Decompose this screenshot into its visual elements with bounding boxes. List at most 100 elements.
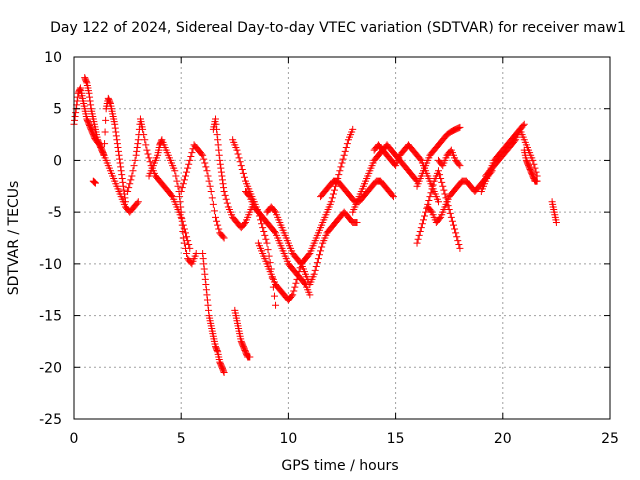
data-point [126,180,134,188]
data-point [552,218,560,226]
series-arc-2 [81,74,129,206]
data-point [389,193,397,201]
data-point [212,115,220,123]
data-point [223,199,231,207]
data-point [199,151,207,159]
data-point [201,159,209,167]
data-point [85,89,93,97]
data-point [207,187,215,195]
data-point [113,136,121,144]
data-point [446,209,454,217]
data-point [318,243,326,251]
data-point [203,167,211,175]
data-point [117,167,125,175]
data-point [427,189,435,197]
data-point [181,172,189,180]
data-point [438,178,446,186]
data-point [456,123,464,131]
series-arc-4 [124,115,194,252]
data-point [270,228,278,236]
data-point [520,120,528,128]
data-point [329,190,337,198]
data-point [306,291,314,299]
data-point [202,286,210,294]
data-point [335,171,343,179]
data-point [106,98,114,106]
data-point [177,203,185,211]
data-point [121,198,129,206]
data-point [91,179,99,187]
data-point [199,255,207,263]
data-point [421,212,429,220]
data-point [337,163,345,171]
series-arc-20 [413,167,464,252]
data-point [533,177,541,185]
data-point [436,171,444,179]
data-point [185,240,193,248]
data-point [204,301,212,309]
data-point [181,244,189,252]
data-point [177,187,185,195]
data-point [259,224,267,232]
data-point [216,160,224,168]
data-point [327,198,335,206]
data-point [87,101,95,109]
data-point [86,97,94,105]
data-point [220,184,228,192]
data-point [82,78,90,86]
data-point [203,296,211,304]
data-point [139,125,147,133]
data-point [263,239,271,247]
data-point [530,160,538,168]
data-point [291,283,299,291]
data-point [448,217,456,225]
data-point [73,97,81,105]
series-arc-12 [254,239,305,304]
data-point [119,178,127,186]
data-point [258,220,266,228]
y-tick-label: -5 [48,205,62,221]
data-point [178,215,186,223]
data-point [111,120,119,128]
data-point [74,93,82,101]
data-point [314,255,322,263]
data-point [234,150,242,158]
data-point [101,128,109,136]
data-point [143,146,151,154]
data-point [289,291,297,299]
data-point [213,217,221,225]
data-point [219,233,227,241]
data-point [120,186,128,194]
data-point [416,155,424,163]
data-point [440,186,448,194]
data-point [134,136,142,144]
series-arc-24 [520,146,541,185]
data-point [183,250,191,258]
data-point [178,221,186,229]
data-point [328,194,336,202]
data-point [293,275,301,283]
data-point [183,168,191,176]
data-point [176,193,184,201]
data-point [313,259,321,267]
data-point [511,137,519,145]
data-point [112,128,120,136]
data-point [453,233,461,241]
data-point [349,125,357,133]
data-point [245,191,253,199]
data-point [202,281,210,289]
data-point [180,239,188,247]
data-point [185,160,193,168]
data-point [212,213,220,221]
data-point [260,228,268,236]
data-point [200,265,208,273]
data-point [172,172,180,180]
data-point [111,124,119,132]
data-point [445,206,453,214]
data-point [340,151,348,159]
data-point [205,177,213,185]
data-point [237,162,245,170]
data-point [116,159,124,167]
data-point [272,301,280,309]
data-point [452,229,460,237]
